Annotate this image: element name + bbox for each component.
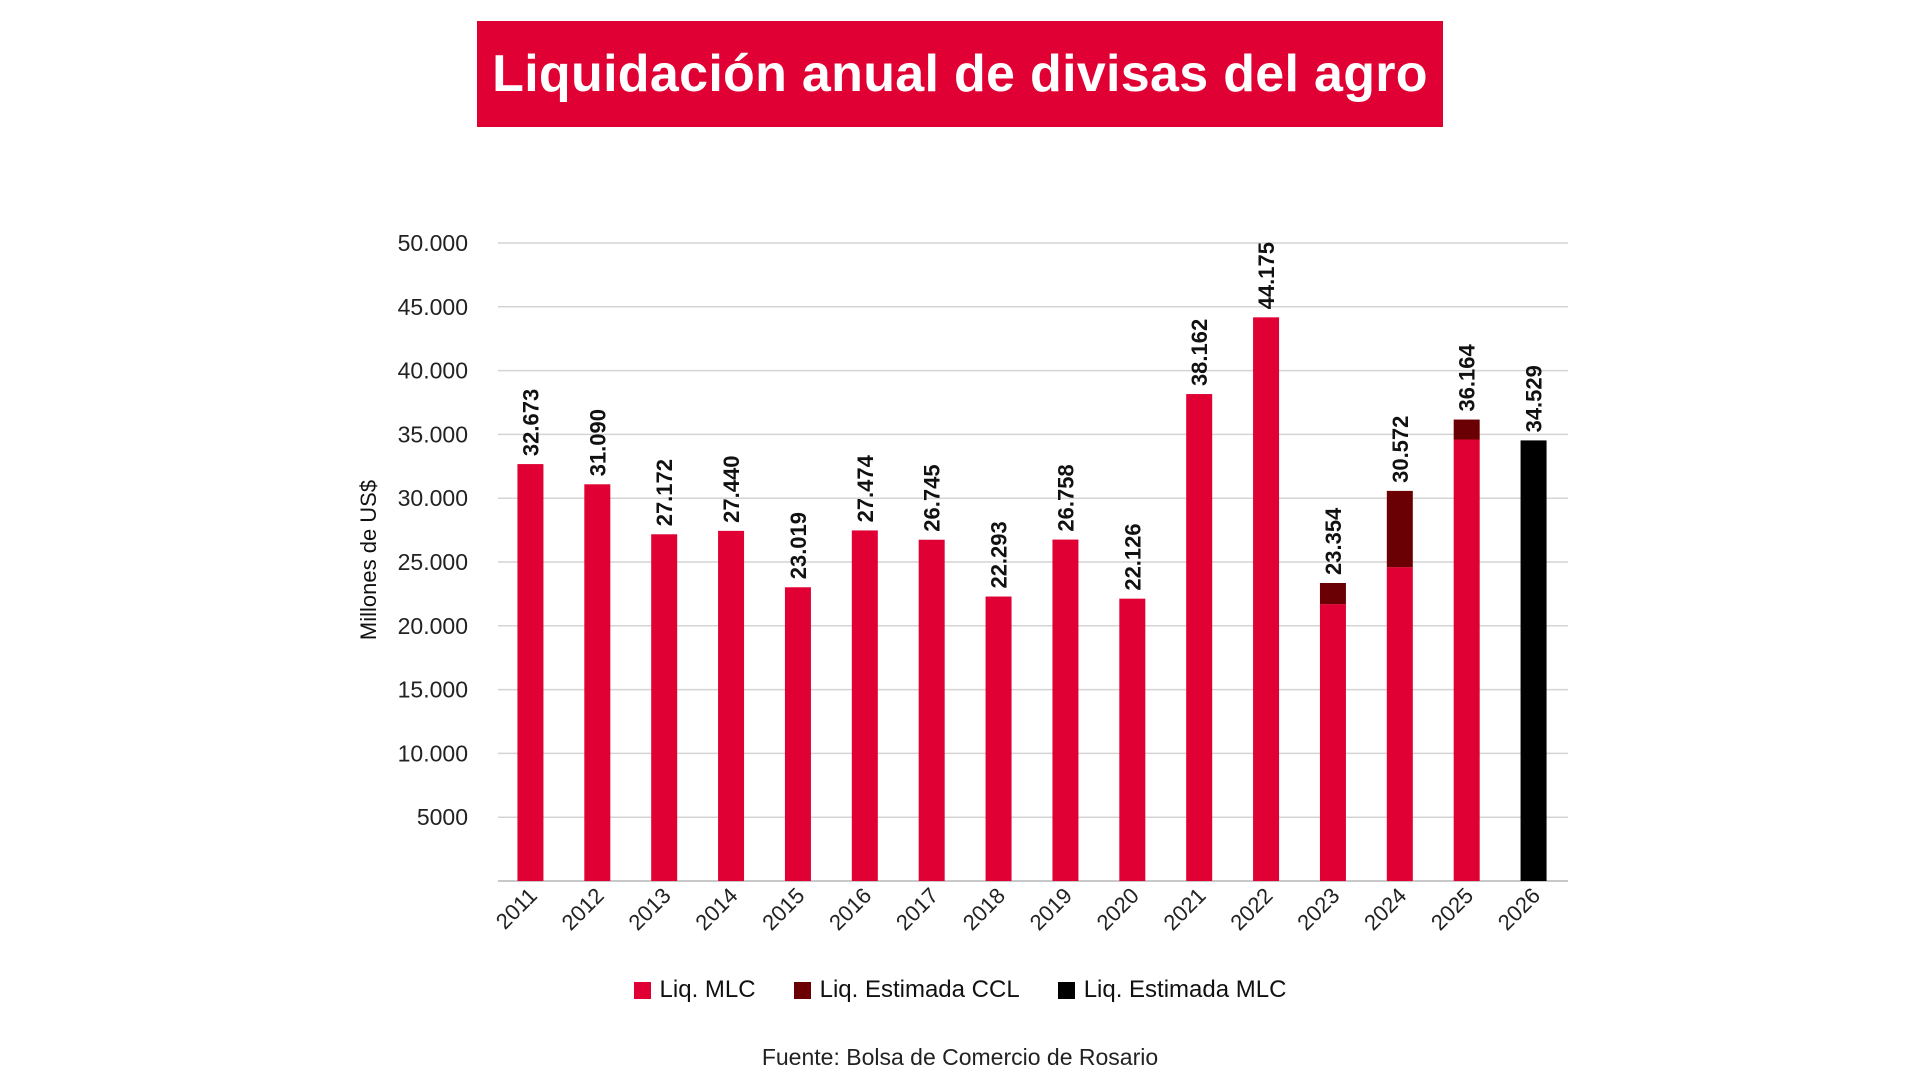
y-tick-label: 35.000	[398, 421, 468, 447]
data-label: 26.758	[1053, 464, 1078, 531]
y-tick-label: 45.000	[398, 294, 468, 320]
x-tick-label: 2020	[1092, 883, 1144, 935]
x-tick-label: 2024	[1359, 883, 1411, 935]
bar-liq-mlc-2021	[1186, 394, 1213, 881]
bar-liq-mlc-2012	[584, 484, 611, 881]
data-label: 27.172	[652, 459, 677, 526]
x-tick-label: 2015	[757, 883, 809, 935]
data-label: 23.354	[1321, 507, 1346, 575]
x-tick-label: 2012	[557, 883, 609, 935]
chart-title: Liquidación anual de divisas del agro	[492, 45, 1428, 103]
x-tick-label: 2025	[1426, 883, 1478, 935]
data-label: 44.175	[1254, 242, 1279, 309]
x-tick-label: 2018	[958, 883, 1010, 935]
bar-liq-mlc-2018	[985, 596, 1012, 881]
bars	[517, 317, 1547, 881]
legend: Liq. MLC Liq. Estimada CCL Liq. Estimada…	[0, 976, 1920, 1004]
legend-label: Liq. Estimada CCL	[819, 976, 1020, 1003]
x-tick-label: 2022	[1225, 883, 1277, 935]
y-tick-label: 25.000	[398, 549, 468, 575]
legend-swatch-liq-estimada-ccl	[793, 981, 811, 999]
data-label: 31.090	[585, 409, 610, 476]
legend-item-liq-estimada-ccl: Liq. Estimada CCL	[793, 976, 1020, 1004]
legend-label: Liq. MLC	[659, 976, 756, 1003]
bar-liq-mlc-2022	[1253, 317, 1280, 881]
bar-liq-mlc-2017	[918, 539, 945, 881]
source-note: Fuente: Bolsa de Comercio de Rosario	[761, 1044, 1159, 1070]
y-tick-label: 20.000	[398, 613, 468, 639]
y-axis-ticks: 5000 10.000 15.000 20.000 25.000 30.000 35.000…	[398, 230, 468, 830]
bar-liq-mlc-2014	[718, 530, 745, 881]
x-tick-label: 2013	[623, 883, 675, 935]
x-tick-label: 2026	[1493, 883, 1545, 935]
y-tick-label: 15.000	[398, 677, 468, 703]
x-tick-label: 2014	[690, 883, 742, 935]
y-tick-label: 30.000	[398, 485, 468, 511]
data-label: 36.164	[1455, 343, 1480, 411]
legend-swatch-liq-mlc	[633, 981, 651, 999]
bar-liq-mlc-2025	[1453, 439, 1480, 881]
y-tick-label: 40.000	[398, 358, 468, 384]
legend-item-liq-estimada-mlc: Liq. Estimada MLC	[1057, 976, 1287, 1004]
data-label: 26.745	[920, 464, 945, 531]
bar-liq-mlc-2015	[784, 587, 811, 881]
y-tick-label: 10.000	[398, 740, 468, 766]
legend-label: Liq. Estimada MLC	[1083, 976, 1287, 1003]
bar-liq-mlc-2020	[1119, 598, 1146, 881]
data-label: 23.019	[786, 512, 811, 579]
legend-swatch-liq-estimada-mlc	[1057, 981, 1075, 999]
legend-item-liq-mlc: Liq. MLC	[633, 976, 756, 1004]
data-label: 32.673	[518, 389, 543, 456]
x-tick-label: 2016	[824, 883, 876, 935]
data-label: 38.162	[1187, 319, 1212, 386]
y-tick-label: 5000	[417, 804, 468, 830]
data-label: 27.474	[853, 454, 878, 522]
x-tick-label: 2023	[1292, 883, 1344, 935]
data-label: 27.440	[719, 456, 744, 523]
x-tick-label: 2011	[491, 883, 542, 934]
bar-liq-mlc-2023	[1319, 604, 1346, 881]
x-axis-ticks: 2011 2012 2013 2014 2015 2016 2017 2018 2019 2020…	[491, 883, 1545, 935]
x-tick-label: 2019	[1025, 883, 1077, 935]
y-axis-title: Millones de US$	[356, 480, 381, 640]
bar-liq-estimada-mlc-2026	[1520, 440, 1547, 881]
title-banner: Liquidación anual de divisas del agro	[477, 21, 1443, 127]
data-label: 22.126	[1120, 523, 1145, 590]
bar-liq-mlc-2011	[517, 464, 544, 881]
data-labels: 32.673 31.090 27.172 27.440 23.019 27.474 26.7…	[518, 242, 1546, 591]
y-tick-label: 50.000	[398, 230, 468, 256]
data-label: 34.529	[1522, 365, 1547, 432]
bar-liq-mlc-2019	[1052, 539, 1079, 881]
bar-liq-estimada-ccl-2023	[1319, 583, 1346, 605]
data-label: 22.293	[987, 521, 1012, 588]
bar-liq-mlc-2016	[851, 530, 878, 881]
bar-liq-mlc-2013	[651, 534, 678, 881]
bar-liq-mlc-2024	[1386, 567, 1413, 881]
x-tick-label: 2017	[891, 883, 943, 935]
bar-liq-estimada-ccl-2024	[1386, 490, 1413, 568]
x-tick-label: 2021	[1158, 883, 1210, 935]
bar-liq-estimada-ccl-2025	[1453, 419, 1480, 440]
data-label: 30.572	[1388, 416, 1413, 483]
